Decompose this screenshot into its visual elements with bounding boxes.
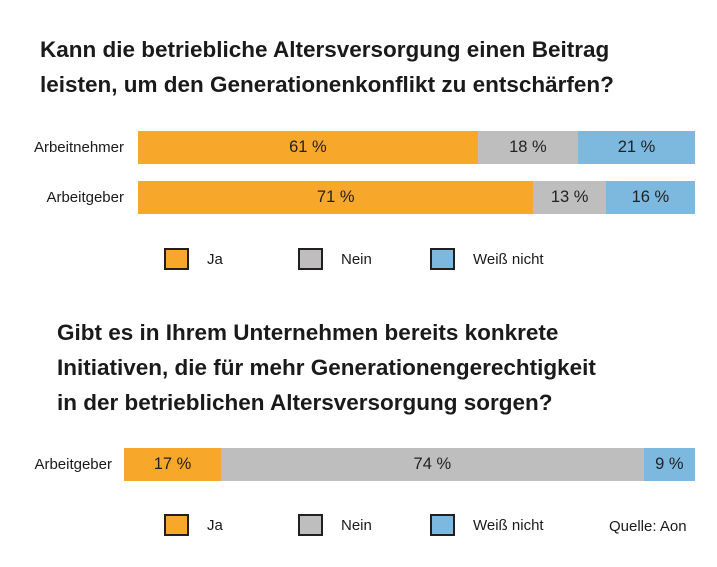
- chart1-title-line: leisten, um den Generationenkonflikt zu …: [40, 72, 614, 97]
- category-label: Arbeitgeber: [46, 189, 124, 206]
- chart1-title-line: Kann die betriebliche Altersversorgung e…: [40, 37, 610, 62]
- legend-label: Nein: [341, 251, 372, 268]
- legend-label: Nein: [341, 517, 372, 534]
- bar-segment-nein: 18 %: [477, 131, 579, 164]
- legend-label: Ja: [207, 517, 223, 534]
- legend-label: Ja: [207, 251, 223, 268]
- legend-swatch: [298, 514, 323, 536]
- chart2-title-line: Initiativen, die für mehr Generationenge…: [57, 355, 596, 380]
- chart2-title: Gibt es in Ihrem Unternehmen bereits kon…: [57, 315, 596, 420]
- bar-segment-ja: 61 %: [138, 131, 478, 164]
- legend-swatch: [164, 248, 189, 270]
- bar-segment-nein: 74 %: [221, 448, 644, 481]
- stacked-bar: 17 % 74 % 9 %: [124, 448, 695, 481]
- legend-swatch: [298, 248, 323, 270]
- chart2-title-line: in der betrieblichen Altersversorgung so…: [57, 390, 553, 415]
- legend-swatch: [430, 248, 455, 270]
- source-note: Quelle: Aon: [609, 518, 687, 535]
- bar-segment-ja: 71 %: [138, 181, 534, 214]
- legend-swatch: [430, 514, 455, 536]
- stacked-bar: 61 % 18 % 21 %: [138, 131, 695, 164]
- legend-label: Weiß nicht: [473, 517, 544, 534]
- legend-swatch: [164, 514, 189, 536]
- category-label: Arbeitgeber: [34, 456, 112, 473]
- bar-segment-ja: 17 %: [124, 448, 222, 481]
- legend-label: Weiß nicht: [473, 251, 544, 268]
- bar-segment-wei-nicht: 9 %: [643, 448, 695, 481]
- chart1-title: Kann die betriebliche Altersversorgung e…: [40, 32, 614, 102]
- category-label: Arbeitnehmer: [33, 139, 124, 156]
- bar-segment-nein: 13 %: [533, 181, 606, 214]
- bar-segment-wei-nicht: 21 %: [578, 131, 695, 164]
- stacked-bar: 71 % 13 % 16 %: [138, 181, 695, 214]
- bar-segment-wei-nicht: 16 %: [605, 181, 695, 214]
- chart2-title-line: Gibt es in Ihrem Unternehmen bereits kon…: [57, 320, 559, 345]
